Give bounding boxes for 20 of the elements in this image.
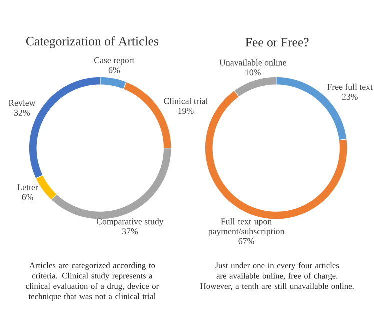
data-label: 10% [246,69,261,76]
data-label: 6% [108,67,120,74]
slice-label: Free full text [327,84,373,90]
text: Articles are categorized according to criteria. Clinical study represents a clinical evaluation of a drug, device or technique that was not a clinical trial [26,262,159,301]
data-label: 32% [14,110,30,116]
chart-title: Fee or Free? [246,38,309,47]
slice-label: Case report [94,57,135,66]
chart-title: Categorization of Articles [26,36,158,48]
slice-label: Full text upon payment/subscription [208,218,285,236]
slice-label: Clinical trial [164,98,208,104]
slice-label: Unavailable online [220,59,286,66]
slice-label: Comparative study [96,218,164,226]
slice-label: Review [8,100,36,106]
slice-label: Letter [17,184,38,190]
data-label: 67% [238,238,254,244]
data-label: 19% [178,108,194,114]
text: Just under one in every four articles are available online, free of charge. However, a tenth are still unavailable online. [200,262,354,290]
data-label: 6% [22,194,34,200]
data-label: 23% [342,94,358,100]
data-label: 37% [122,228,138,234]
